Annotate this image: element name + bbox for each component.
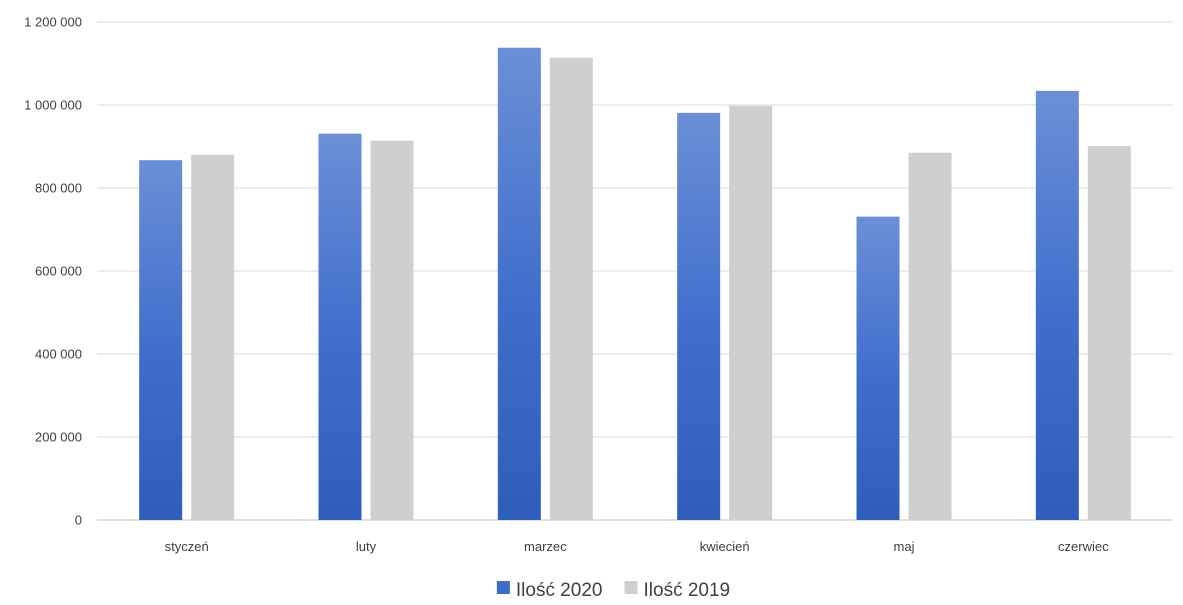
bar-series-2020 (497, 47, 541, 520)
bar-series-2020 (139, 160, 183, 520)
y-tick-label: 400 000 (35, 347, 82, 362)
y-axis-ticks: 0 200 000 400 000 600 000 800 000 1 000 000 1 … (24, 15, 82, 528)
bar-series-2019 (549, 57, 593, 520)
legend-label: Ilość 2019 (644, 580, 731, 601)
x-category-label: styczeń (165, 539, 209, 554)
y-tick-label: 600 000 (35, 264, 82, 279)
y-tick-label: 200 000 (35, 430, 82, 445)
y-tick-label: 1 000 000 (24, 98, 82, 113)
legend-label: Ilość 2020 (516, 580, 603, 601)
x-category-label: marzec (524, 539, 567, 554)
bar-series-2019 (191, 154, 235, 521)
x-category-label: czerwiec (1058, 539, 1109, 554)
gridlines (97, 21, 1173, 521)
legend-swatch-2020 (496, 581, 510, 594)
bar-series-2020 (856, 216, 900, 520)
x-category-label: maj (894, 539, 915, 554)
bar-series-2020 (318, 133, 362, 520)
y-tick-label: 800 000 (35, 181, 82, 196)
y-tick-label: 1 200 000 (24, 15, 82, 30)
bar-series-2019 (729, 105, 773, 520)
bar-series-2019 (908, 152, 952, 520)
bars (139, 47, 1131, 521)
y-tick-label: 0 (75, 513, 82, 528)
bar-series-2019 (1087, 146, 1131, 520)
x-category-label: luty (356, 539, 377, 554)
bar-series-2019 (370, 140, 414, 520)
bar-series-2020 (1035, 90, 1079, 520)
bar-series-2020 (677, 112, 721, 520)
x-category-label: kwiecień (700, 539, 750, 554)
x-axis-categories: styczeń luty marzec kwiecień maj czerwiec (165, 539, 1109, 554)
legend: Ilość 2020 Ilość 2019 (496, 580, 731, 601)
legend-swatch-2019 (624, 581, 638, 594)
